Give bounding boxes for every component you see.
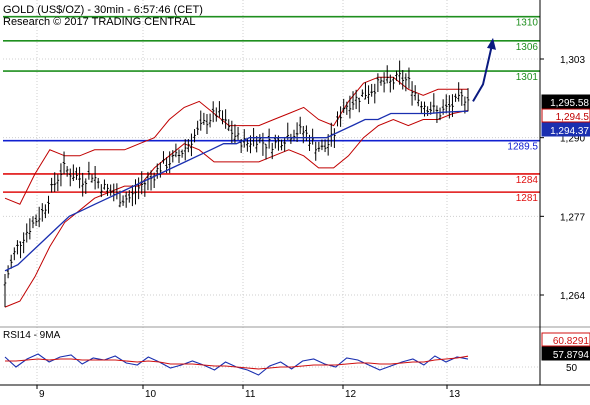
y-tick-label: 1,277 xyxy=(560,212,585,223)
forecast-arrow-line xyxy=(472,44,493,102)
bollinger-bands xyxy=(4,76,469,308)
rsi-tag-rsi xyxy=(541,346,590,361)
rsi-title: RSI14 - 9MA xyxy=(3,330,61,341)
rsi-tick-label: 50 xyxy=(566,363,578,374)
y-tick-label: 1,303 xyxy=(560,55,585,66)
level-label-1301: 1301 xyxy=(516,72,539,83)
y-tick-label: 1,264 xyxy=(560,291,585,302)
moving-average xyxy=(4,110,469,272)
forecast-arrow xyxy=(472,37,496,102)
candlesticks xyxy=(3,60,470,308)
price-tag-ma xyxy=(541,122,590,137)
bollinger-lower-line xyxy=(4,109,469,308)
price-tag-label-last: 1,295.58 xyxy=(550,98,589,109)
rsi-tag-ma xyxy=(541,332,590,347)
level-label-1289-5: 1289.5 xyxy=(507,142,538,153)
level-label-1284: 1284 xyxy=(516,175,539,186)
x-tick-label: 9 xyxy=(39,389,45,400)
rsi-series-rsi xyxy=(4,353,469,376)
rsi-tag-label-ma: 60.8291 xyxy=(553,336,590,347)
chart-credit: Research © 2017 TRADING CENTRAL xyxy=(3,16,196,28)
x-tick-label: 10 xyxy=(145,389,157,400)
y-tick-label: 1,290 xyxy=(560,134,585,145)
level-label-1310: 1310 xyxy=(516,18,539,29)
forecast-arrowhead xyxy=(487,37,496,50)
price-tag-label-bollinger: 1,294.5 xyxy=(556,112,590,123)
level-lines: 1310 1306 1301 1289.5 1284 1281 xyxy=(3,15,540,204)
level-label-1306: 1306 xyxy=(516,42,539,53)
price-tag-label-ma: 1,294.37 xyxy=(550,126,589,137)
x-tick-label: 11 xyxy=(245,389,256,400)
price-tags: 1,295.58 1,294.5 1,294.37 60.8291 57.8794 xyxy=(541,94,590,361)
x-tick-label: 13 xyxy=(449,389,461,400)
level-label-1281: 1281 xyxy=(516,193,539,204)
moving-average-line xyxy=(4,110,469,272)
bollinger-upper-line xyxy=(4,76,468,205)
price-tag-bollinger xyxy=(541,108,590,123)
rsi-tag-label-rsi: 57.8794 xyxy=(553,350,590,361)
rsi-panel: RSI14 - 9MA xyxy=(0,326,590,376)
price-tag-last xyxy=(541,94,590,109)
rsi-series-ma xyxy=(5,355,469,370)
chart-title: GOLD (US$/OZ) - 30min - 6:57:46 (CET) xyxy=(3,4,203,16)
x-tick-label: 12 xyxy=(345,389,357,400)
